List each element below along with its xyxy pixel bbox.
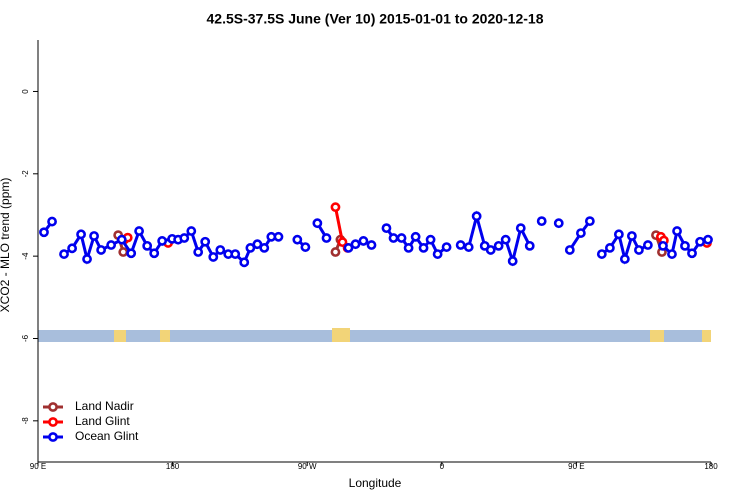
point [259,243,270,253]
point [273,231,284,242]
point [186,226,197,236]
point [642,240,653,250]
y-tick-label: 0 [21,89,30,94]
legend-marker [48,417,58,427]
point [89,231,99,241]
x-tick-label: 90 E [568,462,584,471]
point [142,240,153,251]
point [193,247,204,257]
point [330,202,341,213]
point [366,240,377,250]
point [500,234,511,245]
y-tick-label: -4 [21,252,30,260]
legend-label: Land Glint [75,414,130,428]
point [575,228,586,238]
point [672,226,682,236]
point [321,233,332,243]
point [106,240,117,250]
point [403,243,414,253]
point [39,227,49,238]
point [300,242,311,252]
point [292,234,303,245]
x-axis-label: Longitude [349,476,402,490]
legend-label: Land Nadir [75,399,134,413]
point [507,256,518,266]
point [381,223,392,234]
point [388,233,399,243]
point [126,248,137,259]
point [658,240,668,251]
point [463,242,474,252]
chart-title: 42.5S-37.5S June (Ver 10) 2015-01-01 to … [207,11,544,27]
point [312,218,323,229]
point [410,231,421,242]
point [200,236,211,247]
point [76,229,86,240]
point [96,245,107,255]
point [564,245,575,255]
point [82,254,92,264]
point [343,243,354,253]
x-tick-label: 90 E [30,462,46,471]
point [67,243,77,254]
point [515,223,526,234]
point [441,242,452,252]
point [524,240,535,251]
point [687,248,697,259]
land-ocean-strip [38,328,711,342]
point [149,248,160,259]
point [118,247,129,257]
point [553,218,564,229]
point [330,247,341,257]
point [230,249,241,259]
point [703,234,713,245]
point [418,243,429,253]
point [239,257,250,268]
point [47,216,57,227]
point [396,233,407,243]
point [596,249,607,259]
point [337,237,348,248]
y-tick-label: -8 [21,417,30,425]
point [134,226,144,236]
point [157,236,168,246]
point [471,211,482,222]
point [605,243,615,253]
point [485,245,496,255]
x-tick-label: 90 W [298,462,317,471]
x-tick-label: 0 [440,462,445,471]
legend-marker [48,432,58,442]
point [116,234,127,245]
point [59,249,69,259]
point [493,240,504,251]
point [215,245,226,255]
point [584,216,595,227]
x-tick-label: 180 [704,462,718,471]
point [695,236,705,247]
point [626,231,637,241]
point [245,243,256,253]
legend-label: Ocean Glint [75,429,139,443]
point [455,240,466,250]
point [613,229,624,240]
point [432,249,443,259]
point [425,234,436,245]
y-tick-label: -6 [21,334,30,342]
point [536,216,547,227]
x-tick-label: 180 [166,462,180,471]
point [619,254,630,264]
point [634,245,644,255]
y-axis-label: XCO2 - MLO trend (ppm) [0,178,12,313]
series-line [42,210,709,267]
point [358,236,369,246]
point [350,239,361,250]
point [680,240,690,251]
point [208,252,219,262]
point [252,239,263,250]
point [667,249,677,259]
legend-marker [48,402,58,412]
point [179,233,190,243]
y-tick-label: -2 [21,170,30,178]
